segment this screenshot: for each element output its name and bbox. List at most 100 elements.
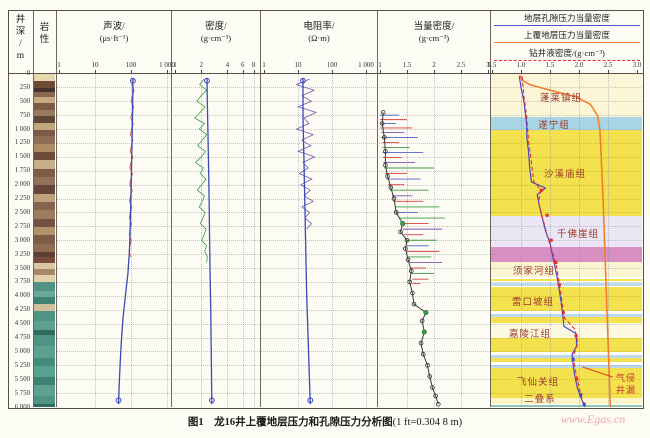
grid-line-horizontal xyxy=(57,184,642,186)
lithology-band xyxy=(34,168,55,177)
grid-line-vertical xyxy=(298,74,299,407)
grid-line-vertical xyxy=(550,74,551,407)
lithology-band xyxy=(34,226,55,236)
lithology-band xyxy=(34,335,55,347)
header-separator-line xyxy=(8,73,643,74)
resistivity-title: 电阻率/ xyxy=(303,22,335,32)
grid-line-horizontal xyxy=(57,309,642,311)
column-separator xyxy=(260,10,261,407)
lithology-band xyxy=(34,296,55,304)
grid-line-vertical xyxy=(131,74,132,407)
gas-kick-annotation: 气侵 井漏 xyxy=(615,373,636,395)
grid-line-vertical xyxy=(521,74,522,407)
legend-overburden-label: 上覆地层压力当量密度 xyxy=(524,30,610,40)
lithology-band xyxy=(34,92,55,98)
density-title: 密度/ xyxy=(205,22,227,32)
grid-line-vertical xyxy=(201,74,203,407)
equivalent-density-unit: (g·cm⁻³) xyxy=(418,33,450,43)
density-unit: (g·cm⁻³) xyxy=(200,33,232,43)
lithology-band xyxy=(34,116,55,123)
legend-overburden-line-sample xyxy=(494,42,640,43)
density-track-header: 密度/ (g·cm⁻³) xyxy=(172,22,260,44)
grid-line-horizontal xyxy=(57,268,642,270)
lithology-band xyxy=(34,290,55,297)
grid-line-horizontal xyxy=(57,226,642,228)
lithology-column-header: 岩 性 xyxy=(39,23,50,45)
lithology-band xyxy=(34,151,55,161)
grid-line-vertical xyxy=(95,74,96,407)
grid-line-vertical xyxy=(242,74,244,407)
depth-column-header: 井 深 / m xyxy=(15,15,26,61)
legend-pore-pressure-line-sample xyxy=(494,25,640,26)
grid-line-horizontal xyxy=(57,87,642,89)
grid-line-horizontal xyxy=(57,365,642,367)
grid-line-vertical xyxy=(434,74,435,407)
lithology-band xyxy=(34,274,55,283)
grid-line-vertical xyxy=(253,74,255,407)
grid-line-horizontal xyxy=(57,295,642,297)
grid-line-horizontal xyxy=(57,281,642,283)
lithology-band xyxy=(34,176,55,186)
grid-line-horizontal xyxy=(57,115,642,117)
lithology-band xyxy=(34,346,55,358)
lithology-band xyxy=(34,329,55,336)
resistivity-unit: (Ω·m) xyxy=(308,33,330,43)
lithology-band xyxy=(34,404,55,407)
lithology-band xyxy=(34,143,55,152)
grid-line-vertical xyxy=(461,74,462,407)
column-separator xyxy=(377,10,378,407)
column-separator xyxy=(33,10,34,407)
equivalent-density-title: 当量密度/ xyxy=(413,22,455,32)
lithology-band xyxy=(34,282,55,291)
lithology-band xyxy=(34,218,55,227)
lithology-band xyxy=(34,87,55,93)
pressure-legend: 地层孔隙压力当量密度 上覆地层压力当量密度 钻井液密度/(g·cm⁻³) xyxy=(491,10,643,73)
grid-line-horizontal xyxy=(57,101,642,103)
grid-line-horizontal xyxy=(57,212,642,214)
grid-line-horizontal xyxy=(57,379,642,381)
column-separator xyxy=(490,10,491,407)
lithology-band xyxy=(34,73,55,82)
grid-line-horizontal xyxy=(57,198,642,200)
lithology-band xyxy=(34,185,55,194)
lithology-band xyxy=(34,160,55,169)
grid-line-vertical xyxy=(332,74,333,407)
figure-caption: 图1 龙16井上覆地层压力和孔隙压力分析图(1 ft=0.304 8 m) xyxy=(0,414,650,429)
lithology-band xyxy=(34,201,55,211)
grid-line-horizontal xyxy=(57,240,642,242)
legend-mud-density-label: 钻井液密度/(g·cm⁻³) xyxy=(529,48,605,58)
grid-line-horizontal xyxy=(57,156,642,158)
grid-line-vertical xyxy=(608,74,609,407)
caption-note: (1 ft=0.304 8 m) xyxy=(392,417,463,428)
grid-line-vertical xyxy=(167,74,168,407)
grid-line-vertical xyxy=(407,74,408,407)
resistivity-track-header: 电阻率/ (Ω·m) xyxy=(261,22,377,44)
sonic-track-header: 声波/ (μs·ft⁻¹) xyxy=(57,22,171,44)
grid-line-vertical xyxy=(366,74,367,407)
lithology-band xyxy=(34,102,55,110)
grid-line-horizontal xyxy=(57,142,642,144)
grid-line-horizontal xyxy=(57,337,642,339)
lithology-band xyxy=(34,193,55,202)
legend-pore-pressure-label: 地层孔隙压力当量密度 xyxy=(524,13,610,23)
lithology-band xyxy=(34,251,55,258)
lithology-band xyxy=(34,235,55,244)
grid-line-horizontal xyxy=(57,129,642,131)
lithology-band xyxy=(34,269,55,275)
column-separator xyxy=(171,10,172,407)
lithology-band xyxy=(34,243,55,252)
lithology-band xyxy=(34,109,55,117)
lithology-band xyxy=(34,376,55,386)
equivalent-density-track-header: 当量密度/ (g·cm⁻³) xyxy=(378,22,490,44)
grid-line-horizontal xyxy=(57,351,642,353)
grid-line-vertical xyxy=(579,74,580,407)
sonic-title: 声波/ xyxy=(103,22,125,32)
lithology-band xyxy=(34,321,55,330)
lithology-band xyxy=(34,263,55,270)
grid-line-horizontal xyxy=(57,254,642,256)
lithology-band xyxy=(34,136,55,144)
grid-line-vertical xyxy=(227,74,229,407)
lithology-band xyxy=(34,385,55,397)
